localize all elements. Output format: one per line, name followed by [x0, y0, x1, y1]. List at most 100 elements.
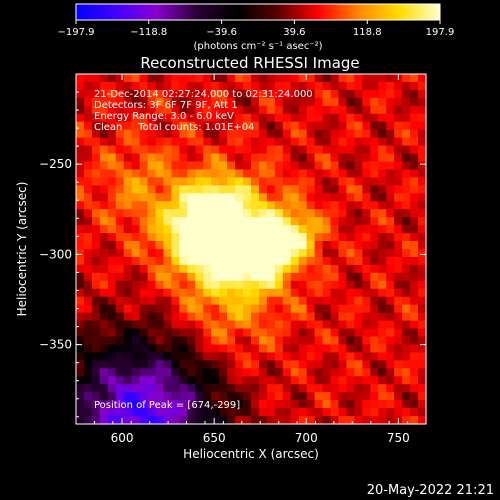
heatmap-cell: [402, 81, 411, 91]
heatmap-cell: [211, 296, 220, 306]
heatmap-cell: [115, 416, 125, 425]
heatmap-cell: [258, 336, 268, 346]
heatmap-cell: [306, 105, 316, 115]
heatmap-cell: [83, 81, 93, 91]
heatmap-cell: [179, 193, 188, 202]
heatmap-cell: [306, 193, 316, 202]
heatmap-cell: [314, 209, 324, 218]
heatmap-cell: [107, 272, 117, 282]
heatmap-cell: [163, 74, 173, 83]
heatmap-cell: [83, 105, 93, 115]
heatmap-cell: [266, 328, 276, 338]
heatmap-cell: [402, 177, 411, 186]
heatmap-cell: [131, 392, 141, 401]
heatmap-cell: [195, 249, 204, 258]
heatmap-cell: [123, 376, 133, 385]
heatmap-cell: [346, 288, 356, 298]
heatmap-cell: [330, 264, 340, 274]
heatmap-cell: [115, 113, 125, 123]
heatmap-cell: [227, 408, 236, 417]
heatmap-cell: [99, 272, 109, 282]
heatmap-cell: [266, 256, 276, 266]
heatmap-cell: [211, 272, 220, 282]
heatmap-cell: [338, 272, 348, 282]
heatmap-cell: [195, 129, 204, 139]
heatmap-cell: [91, 288, 101, 298]
heatmap-cell: [386, 185, 395, 194]
heatmap-cell: [195, 392, 204, 401]
heatmap-cell: [155, 113, 165, 123]
heatmap-cell: [203, 264, 212, 274]
heatmap-cell: [306, 296, 316, 306]
heatmap-cell: [203, 304, 212, 314]
heatmap-cell: [274, 145, 284, 155]
heatmap-cell: [107, 400, 117, 409]
heatmap-cell: [266, 296, 276, 306]
heatmap-cell: [362, 201, 371, 210]
heatmap-cell: [83, 161, 93, 171]
heatmap-cell: [346, 280, 356, 290]
heatmap-cell: [171, 97, 181, 107]
heatmap-cell: [235, 137, 244, 147]
heatmap-cell: [410, 392, 419, 401]
heatmap-cell: [418, 288, 427, 298]
heatmap-cell: [266, 352, 276, 361]
heatmap-cell: [354, 408, 363, 417]
heatmap-cell: [139, 209, 149, 218]
heatmap-cell: [187, 241, 196, 250]
heatmap-cell: [155, 312, 165, 322]
heatmap-cell: [378, 352, 387, 361]
heatmap-cell: [91, 264, 101, 274]
heatmap-cell: [123, 105, 133, 115]
heatmap-cell: [386, 225, 395, 234]
heatmap-cell: [91, 304, 101, 314]
heatmap-cell: [163, 145, 173, 155]
heatmap-cell: [370, 408, 379, 417]
heatmap-cell: [179, 249, 188, 258]
heatmap-cell: [91, 408, 101, 417]
heatmap-cell: [394, 161, 403, 171]
heatmap-cell: [346, 161, 356, 171]
heatmap-cell: [306, 97, 316, 107]
heatmap-cell: [386, 320, 395, 330]
heatmap-cell: [155, 328, 165, 338]
heatmap-cell: [251, 137, 260, 147]
heatmap-cell: [195, 217, 204, 226]
heatmap-cell: [251, 336, 260, 346]
heatmap-cell: [187, 336, 196, 346]
heatmap-cell: [346, 368, 356, 377]
heatmap-cell: [346, 241, 356, 250]
heatmap-cell: [370, 153, 379, 163]
heatmap-cell: [107, 304, 117, 314]
heatmap-cell: [418, 400, 427, 409]
heatmap-cell: [115, 121, 125, 131]
heatmap-cell: [227, 129, 236, 139]
heatmap-cell: [227, 121, 236, 131]
heatmap-cell: [394, 241, 403, 250]
heatmap-cell: [322, 256, 332, 266]
heatmap-cell: [274, 272, 284, 282]
heatmap-cell: [107, 97, 117, 107]
heatmap-cell: [107, 249, 117, 258]
heatmap-cell: [76, 264, 85, 274]
heatmap-cell: [418, 97, 427, 107]
heatmap-cell: [362, 368, 371, 377]
heatmap-cell: [163, 233, 173, 242]
heatmap-cell: [346, 296, 356, 306]
heatmap-cell: [251, 89, 260, 99]
heatmap-cell: [322, 113, 332, 123]
heatmap-cell: [410, 121, 419, 131]
heatmap-cell: [123, 217, 133, 226]
heatmap-cell: [91, 105, 101, 115]
heatmap-cell: [418, 241, 427, 250]
heatmap-cell: [131, 256, 141, 266]
heatmap-cell: [346, 384, 356, 393]
heatmap-cell: [115, 81, 125, 91]
heatmap-cell: [346, 145, 356, 155]
heatmap-cell: [266, 137, 276, 147]
heatmap-cell: [187, 400, 196, 409]
heatmap-cell: [394, 264, 403, 274]
heatmap-cell: [266, 201, 276, 210]
heatmap-cell: [394, 408, 403, 417]
heatmap-cell: [418, 81, 427, 91]
